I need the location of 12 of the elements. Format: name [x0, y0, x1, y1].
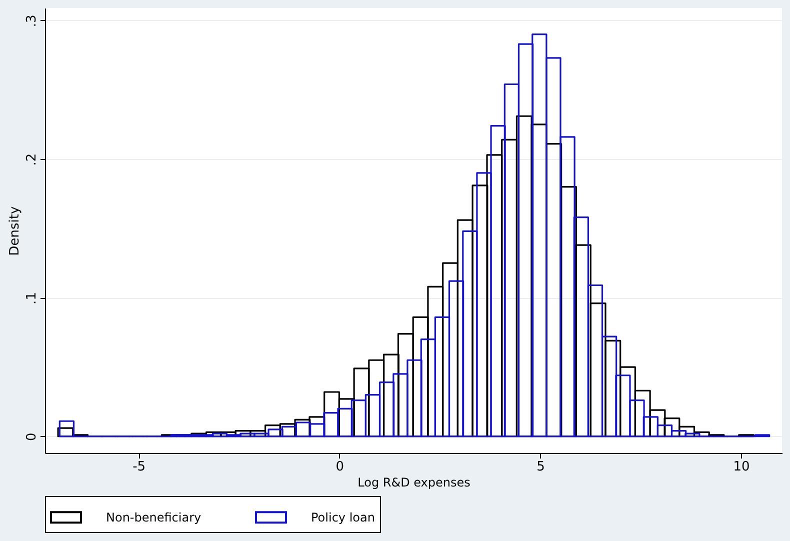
y-tick-label: .3 — [24, 14, 40, 28]
x-tick-label: 5 — [536, 460, 545, 474]
x-tick-label: 0 — [336, 460, 344, 474]
x-axis-title: Log R&D expenses — [358, 476, 470, 490]
x-tick-label: 10 — [733, 460, 750, 474]
y-tick-label: 0 — [24, 432, 40, 442]
legend-label: Non-beneficiary — [106, 510, 202, 524]
x-tick-label: -5 — [132, 460, 146, 474]
y-tick-label: .2 — [24, 153, 40, 166]
legend-label: Policy loan — [311, 510, 375, 524]
y-tick-label: .1 — [24, 292, 40, 304]
y-axis-title: Density — [8, 206, 22, 256]
